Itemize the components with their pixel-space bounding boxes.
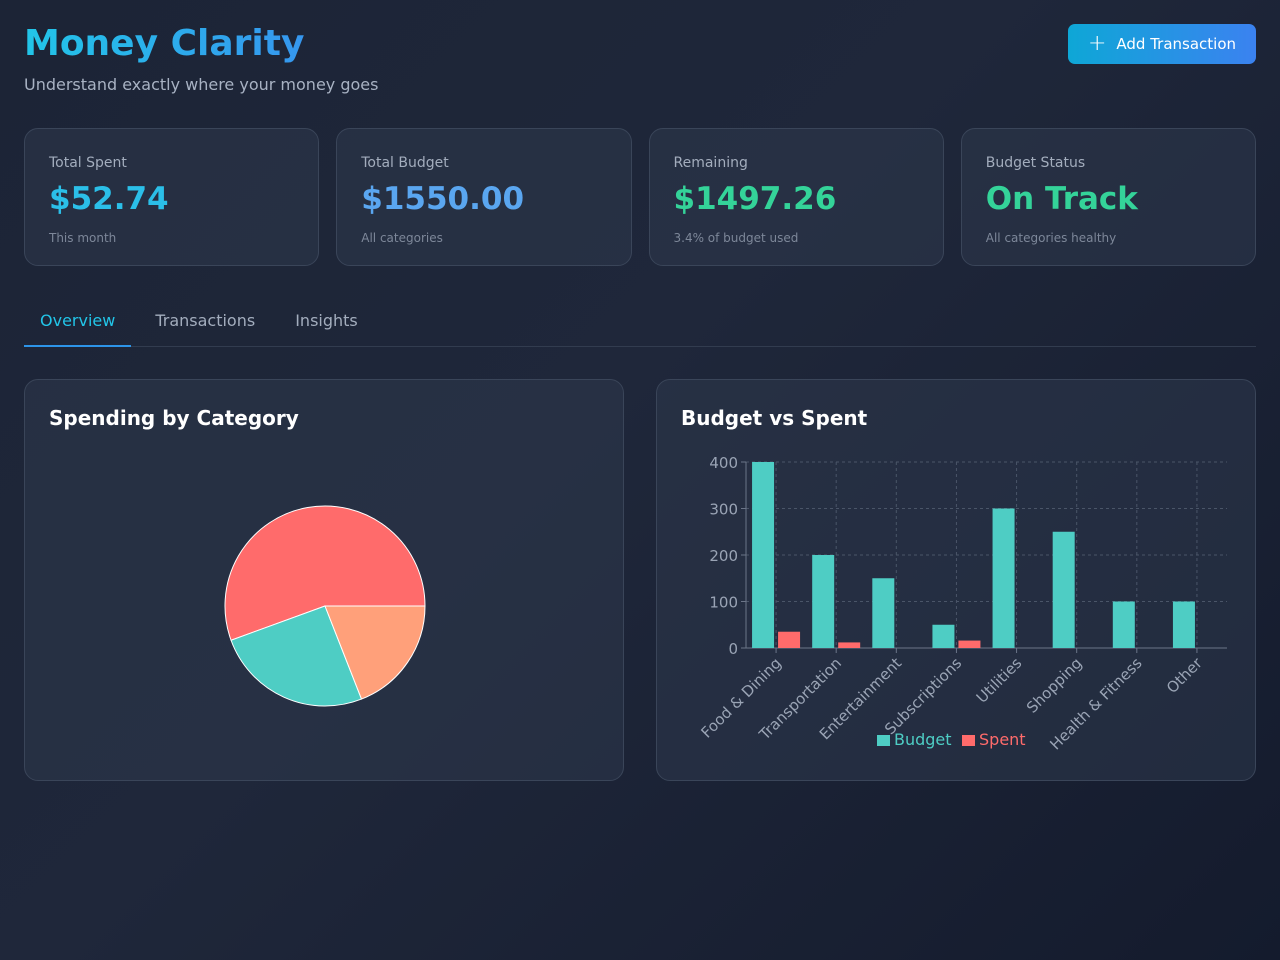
bar-budget-shopping	[1052, 531, 1075, 648]
stat-sub: This month	[49, 231, 117, 245]
bar-budget-utilities	[992, 508, 1015, 648]
tab-insights[interactable]: Insights	[295, 311, 358, 330]
stat-label: Total Spent	[49, 155, 127, 171]
stat-label: Budget Status	[985, 155, 1086, 171]
bar-budget-health-fitness	[1112, 601, 1135, 648]
stat-sub: All categories	[361, 231, 443, 245]
x-tick-label: Other	[1163, 654, 1206, 697]
legend-swatch-spent	[962, 735, 975, 746]
add-transaction-button[interactable]: + Add Transaction	[1068, 24, 1256, 64]
stat-value: $1550.00	[361, 181, 525, 217]
y-tick-label: 0	[728, 640, 738, 658]
budget-vs-spent-panel: Budget vs Spent 0 100 200 300 400 Food & Dini…	[656, 379, 1256, 781]
stat-value: $52.74	[49, 181, 169, 217]
bar-budget-transportation	[812, 555, 835, 648]
y-tick-label: 100	[709, 594, 738, 612]
legend-label-budget: Budget	[894, 730, 952, 749]
app-subtitle: Understand exactly where your money goes	[24, 75, 379, 94]
bar-budget-subscriptions	[932, 624, 955, 648]
plus-icon: +	[1087, 31, 1107, 56]
stat-label: Total Budget	[361, 155, 449, 171]
bar-budget-other	[1172, 601, 1195, 648]
stat-sub: 3.4% of budget used	[673, 231, 799, 245]
legend-swatch-budget	[877, 735, 890, 746]
stat-label: Remaining	[673, 155, 748, 171]
pie-chart	[224, 505, 426, 707]
panel-title: Budget vs Spent	[681, 406, 868, 430]
x-tick-label: Utilities	[973, 654, 1026, 707]
stats-row: Total Spent $52.74 This month Total Budg…	[24, 128, 1256, 266]
bar-budget-food-dining	[752, 462, 775, 648]
header: Money Clarity Understand exactly where y…	[24, 22, 378, 94]
pie-slice-food-dining	[224, 505, 426, 641]
add-transaction-label: Add Transaction	[1116, 35, 1237, 53]
stat-card-total-spent: Total Spent $52.74 This month	[24, 128, 320, 266]
stat-sub: All categories healthy	[985, 231, 1117, 245]
stat-value: $1497.26	[673, 181, 837, 217]
pie-slice-subscriptions	[230, 605, 363, 707]
tab-bar: Overview Transactions Insights	[24, 300, 1256, 347]
pie-slice-transportation	[324, 605, 426, 700]
bar-spent-subscriptions	[958, 640, 981, 648]
tab-overview[interactable]: Overview	[24, 300, 132, 347]
y-tick-label: 400	[709, 454, 738, 472]
x-tick-label: Shopping	[1023, 654, 1086, 717]
y-tick-label: 200	[709, 547, 738, 565]
stat-card-remaining: Remaining $1497.26 3.4% of budget used	[648, 128, 944, 266]
tab-transactions[interactable]: Transactions	[155, 311, 256, 330]
stat-value: On Track	[985, 181, 1138, 217]
y-tick-label: 300	[709, 501, 738, 519]
bar-budget-entertainment	[872, 578, 895, 648]
app-title: Money Clarity	[24, 22, 378, 66]
panel-title: Spending by Category	[49, 406, 299, 430]
bar-spent-transportation	[838, 642, 861, 648]
legend-label-spent: Spent	[979, 730, 1026, 749]
stat-card-budget-status: Budget Status On Track All categories he…	[960, 128, 1256, 266]
stat-card-total-budget: Total Budget $1550.00 All categories	[336, 128, 632, 266]
spending-by-category-panel: Spending by Category	[24, 379, 624, 781]
bar-spent-food-dining	[778, 631, 801, 648]
